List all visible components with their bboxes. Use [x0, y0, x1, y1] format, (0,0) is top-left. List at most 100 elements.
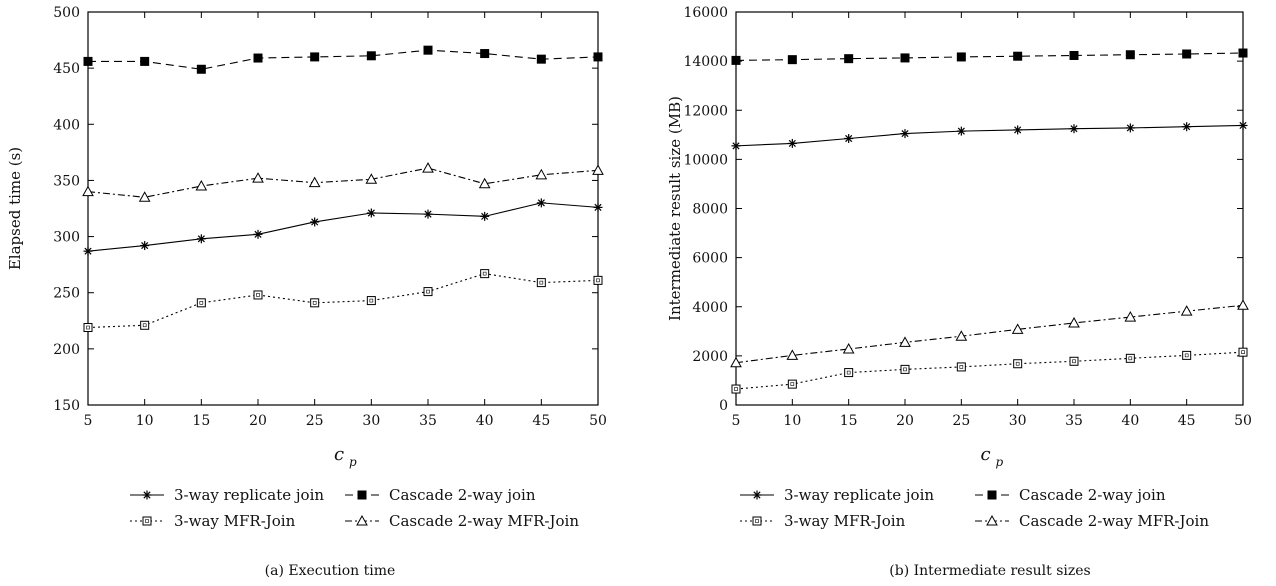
y-tick-label: 200 [53, 342, 80, 358]
data-point [1238, 347, 1248, 357]
data-point [196, 298, 206, 308]
data-point [731, 141, 741, 151]
data-point [900, 129, 910, 139]
series-open-triangle [82, 162, 604, 202]
y-tick-label: 16000 [683, 5, 728, 21]
y-tick-label: 12000 [683, 103, 728, 119]
data-point [1069, 124, 1079, 134]
data-point [1238, 48, 1248, 58]
chart-caption: (b) Intermediate result sizes [889, 563, 1090, 579]
data-point [140, 56, 150, 66]
y-axis-label: Intermediate result size (MB) [666, 96, 684, 321]
series-filled-square [731, 48, 1248, 65]
x-tick-label: 40 [1121, 413, 1139, 429]
data-point [422, 162, 434, 173]
x-tick-label: 35 [1065, 413, 1083, 429]
data-point [955, 330, 968, 341]
data-point [478, 177, 491, 189]
x-axis-label-subscript: p [349, 455, 357, 469]
legend: 3-way replicate join Cascade 2-way join 3-… [740, 486, 1209, 530]
x-axis-label: c [980, 444, 990, 465]
data-point [1124, 311, 1137, 322]
data-point [899, 336, 911, 347]
y-tick-label: 0 [719, 398, 728, 414]
legend-label: Cascade 2-way join [389, 486, 536, 504]
data-point [253, 229, 263, 239]
legend-item: 3-way replicate join [130, 486, 324, 504]
data-point [787, 55, 797, 65]
x-tick-label: 20 [249, 413, 267, 429]
data-point [842, 342, 855, 354]
data-point [592, 164, 604, 175]
data-point [195, 180, 208, 191]
series-filled-square [83, 45, 603, 74]
series-line [735, 124, 1244, 147]
data-point [1013, 359, 1023, 369]
data-point [787, 138, 797, 148]
y-tick-label: 150 [53, 398, 80, 414]
data-point [956, 126, 966, 136]
series-line [87, 273, 599, 329]
legend-marker [142, 516, 152, 526]
y-tick-label: 500 [53, 5, 80, 21]
legend-label: 3-way MFR-Join [174, 512, 296, 530]
data-point [1011, 323, 1024, 334]
data-point [536, 278, 546, 288]
x-tick-label: 5 [84, 413, 93, 429]
data-point [480, 269, 490, 279]
data-point [593, 275, 603, 285]
chart-panel-b: 5 10 15 20 25 30 35 40 45 50 0 2000 4000 6000 8000 1000… [666, 5, 1252, 579]
data-point [480, 49, 490, 59]
chart-panel-a: 5 10 15 20 25 30 35 40 45 50 150 200 250 300 350 400 450… [6, 5, 607, 579]
legend-item: Cascade 2-way MFR-Join [975, 512, 1209, 530]
legend-marker [987, 490, 997, 500]
legend-label: Cascade 2-way join [1019, 486, 1166, 504]
series-line [87, 167, 599, 198]
x-axis-label: c [334, 444, 344, 465]
x-tick-label: 15 [192, 413, 210, 429]
x-axis-label-subscript: p [996, 455, 1004, 469]
data-point [956, 362, 966, 372]
x-tick-label: 10 [783, 413, 801, 429]
series-line [735, 304, 1244, 364]
data-point [138, 191, 151, 202]
x-tick-label: 25 [306, 413, 324, 429]
data-point [731, 55, 741, 65]
x-tick-label: 15 [840, 413, 858, 429]
legend-label: Cascade 2-way MFR-Join [1019, 512, 1209, 530]
data-point [593, 202, 603, 212]
y-tick-label: 8000 [692, 202, 728, 218]
x-tick-label: 35 [419, 413, 437, 429]
data-point [1013, 125, 1023, 135]
data-point [956, 52, 966, 62]
data-point [1069, 356, 1079, 366]
data-point [844, 133, 854, 143]
data-point [423, 287, 433, 297]
data-point [1125, 50, 1135, 60]
y-tick-label: 6000 [692, 251, 728, 267]
data-point [900, 53, 910, 63]
x-tick-label: 30 [362, 413, 380, 429]
data-point [365, 173, 378, 184]
data-point [1182, 49, 1192, 59]
legend: 3-way replicate join Cascade 2-way join 3-… [130, 486, 579, 530]
y-tick-label: 250 [53, 286, 80, 302]
series-line [735, 351, 1244, 390]
legend-item: Cascade 2-way join [345, 486, 536, 504]
series-line [88, 49, 599, 70]
data-point [1013, 51, 1023, 61]
data-point [844, 368, 854, 378]
data-point [140, 241, 150, 251]
data-point [310, 217, 320, 227]
data-point [423, 45, 433, 55]
data-point [1182, 350, 1192, 360]
data-point [731, 384, 741, 394]
data-point [535, 168, 548, 180]
legend-marker [142, 490, 152, 500]
data-point [140, 320, 150, 330]
legend-marker [356, 514, 368, 526]
data-point [1182, 122, 1192, 132]
data-point [900, 364, 910, 374]
data-point [536, 54, 546, 64]
data-point [786, 349, 799, 360]
